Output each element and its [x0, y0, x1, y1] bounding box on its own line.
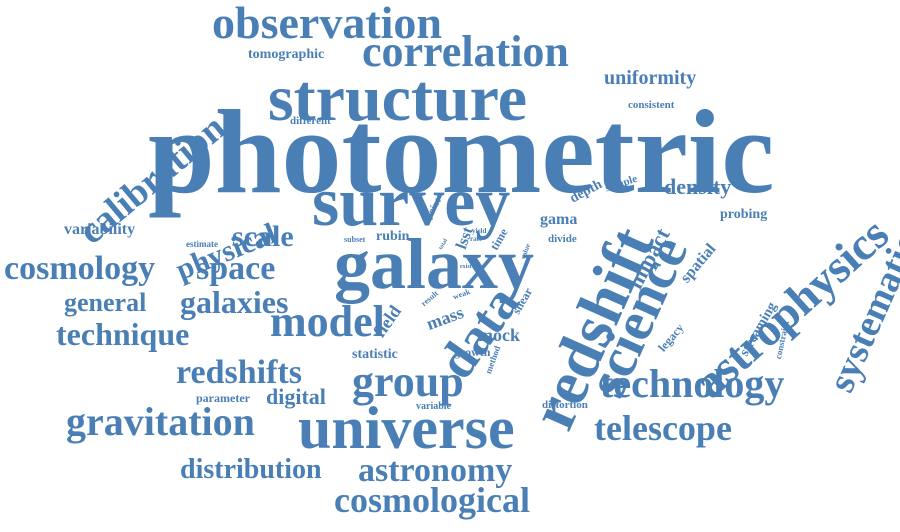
word-density: density [664, 174, 732, 199]
word-tomographic: tomographic [248, 47, 325, 62]
word-photometric: photometric [148, 85, 775, 218]
word-uniformity: uniformity [604, 67, 697, 89]
word-scale: scale [232, 220, 294, 253]
word-cosmological: cosmological [334, 480, 530, 520]
word-rate: rate [470, 235, 483, 243]
word-growth: growth [454, 345, 491, 359]
word-telescope: telescope [594, 408, 732, 448]
word-model: model [270, 297, 385, 346]
word-astronomy: astronomy [358, 452, 513, 489]
word-digital: digital [266, 384, 326, 409]
word-distortion: distortion [542, 399, 588, 411]
word-estimate: estimate [186, 239, 218, 249]
word-gravitation: gravitation [66, 399, 255, 444]
word-exist: exist [460, 264, 472, 270]
word-correlation: correlation [362, 27, 569, 76]
word-variable: variable [416, 401, 451, 412]
word-different: different [290, 115, 331, 127]
word-structure: structure [268, 62, 528, 135]
word-observation: observation [212, 0, 442, 48]
word-probing: probing [720, 207, 768, 222]
word-survey: survey [312, 164, 511, 241]
word-galaxies: galaxies [180, 284, 289, 320]
word-technique: technique [56, 316, 190, 352]
word-distribution: distribution [180, 454, 322, 485]
word-consistent: consistent [628, 99, 675, 111]
word-universe: universe [298, 395, 515, 461]
word-yield: yield [472, 227, 487, 235]
word-galaxy: galaxy [334, 224, 535, 304]
word-parameter: parameter [196, 391, 250, 405]
word-technology: technology [600, 361, 785, 406]
word-cosmology: cosmology [4, 250, 156, 287]
word-rubin: rubin [376, 229, 410, 244]
word-group: group [352, 357, 464, 406]
word-redshifts: redshifts [176, 354, 302, 391]
word-divide: divide [548, 233, 577, 245]
word-statistic: statistic [352, 347, 398, 362]
word-subset: subset [344, 235, 366, 244]
word-mock: mock [478, 325, 520, 345]
word-gama: gama [540, 211, 578, 228]
word-general: general [64, 288, 147, 317]
word-space: space [196, 250, 276, 287]
word-variability: variability [64, 221, 136, 238]
